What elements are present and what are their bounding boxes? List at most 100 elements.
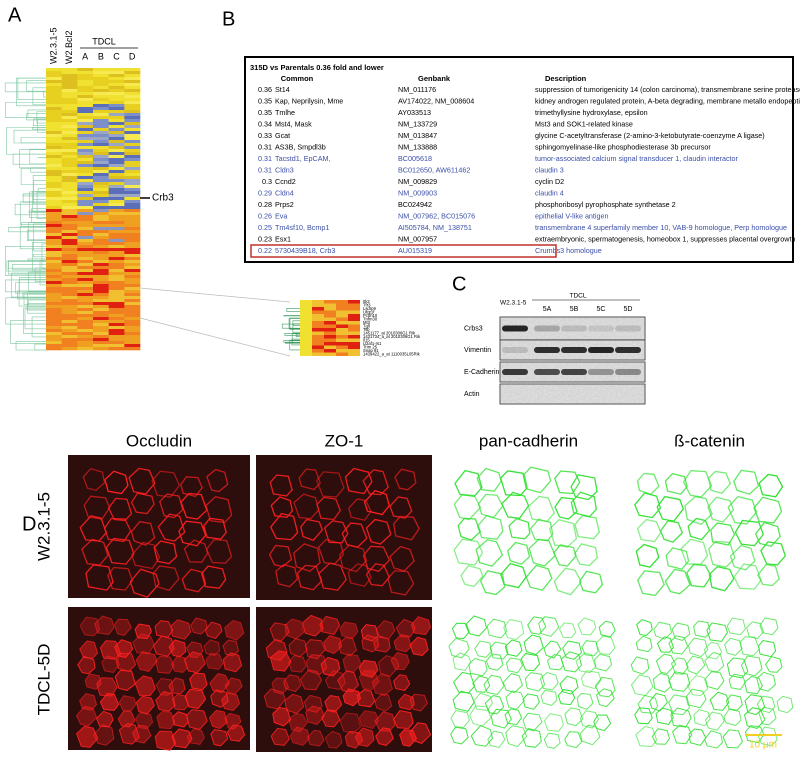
dendrogram-branch (18, 78, 46, 100)
heatmap-cell (62, 185, 78, 188)
gene-label: 1439422_a_at 1110035L05Rik (363, 351, 421, 356)
heatmap-cell (124, 80, 140, 83)
heatmap-cell (93, 347, 109, 350)
micrograph (68, 455, 250, 598)
heatmap-cell (124, 299, 140, 302)
cell-outline (565, 732, 582, 748)
inset-cell (300, 304, 312, 308)
heatmap-cell (77, 308, 93, 311)
heatmap-cell (93, 230, 109, 233)
heatmap-cell (93, 317, 109, 320)
heatmap-cell (77, 233, 93, 236)
inset-cell (312, 325, 324, 329)
inset-cell (324, 349, 336, 353)
heatmap-cell (77, 326, 93, 329)
heatmap-cell (46, 104, 62, 107)
heatmap-cell (93, 185, 109, 188)
cell-outline (470, 706, 491, 726)
description-cell: glycine C-acetyltransferase (2-amino-3-k… (535, 131, 765, 140)
heatmap-cell (46, 74, 62, 77)
table-title: 315D vs Parentals 0.36 fold and lower (250, 63, 384, 72)
blot-label: E-Cadherin (464, 369, 500, 376)
heatmap-cell (93, 314, 109, 317)
heatmap-cell (109, 179, 125, 182)
heatmap-cell (46, 329, 62, 332)
heatmap-cell (77, 284, 93, 287)
heatmap-cell (62, 83, 78, 86)
heatmap-cell (46, 155, 62, 158)
cell-outline (685, 497, 712, 525)
heatmap-cell (46, 347, 62, 350)
heatmap-cell (109, 341, 125, 344)
inset-cell (348, 346, 360, 350)
cell-outline (599, 621, 615, 637)
heatmap-cell (62, 221, 78, 224)
cell-outline (654, 622, 672, 639)
heatmap-cell (46, 224, 62, 227)
heatmap-cell (124, 323, 140, 326)
heatmap-cell (46, 182, 62, 185)
micrograph (454, 467, 602, 595)
inset-cell (348, 314, 360, 318)
heatmap-cell (124, 155, 140, 158)
heatmap-cell (109, 299, 125, 302)
cell-outline (524, 467, 550, 492)
heatmap-cell (46, 287, 62, 290)
cell-outline (541, 690, 557, 705)
heatmap-cell (93, 272, 109, 275)
heatmap-cell (77, 185, 93, 188)
heatmap-cell (124, 89, 140, 92)
heatmap-cell (124, 95, 140, 98)
heatmap-cell (124, 203, 140, 206)
heatmap-cell (62, 308, 78, 311)
heatmap-cell (77, 104, 93, 107)
dendrogram-branch (29, 223, 46, 240)
heatmap-cell (93, 287, 109, 290)
heatmap-cell (124, 164, 140, 167)
heatmap-cell (93, 284, 109, 287)
cell-outline (577, 694, 593, 710)
cell-outline (506, 691, 524, 709)
dendrogram-branch (11, 320, 46, 343)
blot-label: Actin (464, 391, 480, 398)
heatmap-cell (62, 86, 78, 89)
inset-cell (300, 328, 312, 332)
row-label: TDCL-5D (34, 644, 53, 716)
heatmap-cell (109, 104, 125, 107)
heatmap-cell (93, 203, 109, 206)
column-label: B (98, 51, 104, 61)
heatmap-cell (93, 89, 109, 92)
cell-outline (558, 690, 574, 705)
description-cell: phosphoribosyl pyrophosphate synthetase … (535, 200, 676, 209)
heatmap-cell (124, 170, 140, 173)
heatmap-cell (124, 254, 140, 257)
inset-cell (300, 349, 312, 353)
fold-cell: 0.23 (258, 234, 272, 243)
heatmap-cell (109, 281, 125, 284)
cell-outline (631, 657, 649, 674)
heatmap-cell (124, 305, 140, 308)
heatmap-cell (109, 218, 125, 221)
heatmap-cell (46, 239, 62, 242)
cell-outline (709, 567, 733, 591)
heatmap-cell (62, 68, 78, 71)
heatmap-cell (93, 68, 109, 71)
heatmap-cell (46, 272, 62, 275)
heatmap-cell (77, 269, 93, 272)
cell-outline (759, 707, 776, 725)
heatmap-cell (62, 314, 78, 317)
cell-outline (723, 730, 742, 748)
inset-cell (348, 335, 360, 339)
inset-cell (312, 307, 324, 311)
heatmap-cell (62, 332, 78, 335)
heatmap-cell (46, 161, 62, 164)
heatmap-cell (124, 347, 140, 350)
cell-outline (710, 692, 729, 710)
cell-outline (638, 695, 657, 713)
group-label: TDCL (92, 36, 116, 46)
heatmap-cell (46, 212, 62, 215)
cell-outline (454, 494, 480, 519)
inset-cell (348, 307, 360, 311)
heatmap-cell (93, 269, 109, 272)
heatmap-cell (77, 251, 93, 254)
